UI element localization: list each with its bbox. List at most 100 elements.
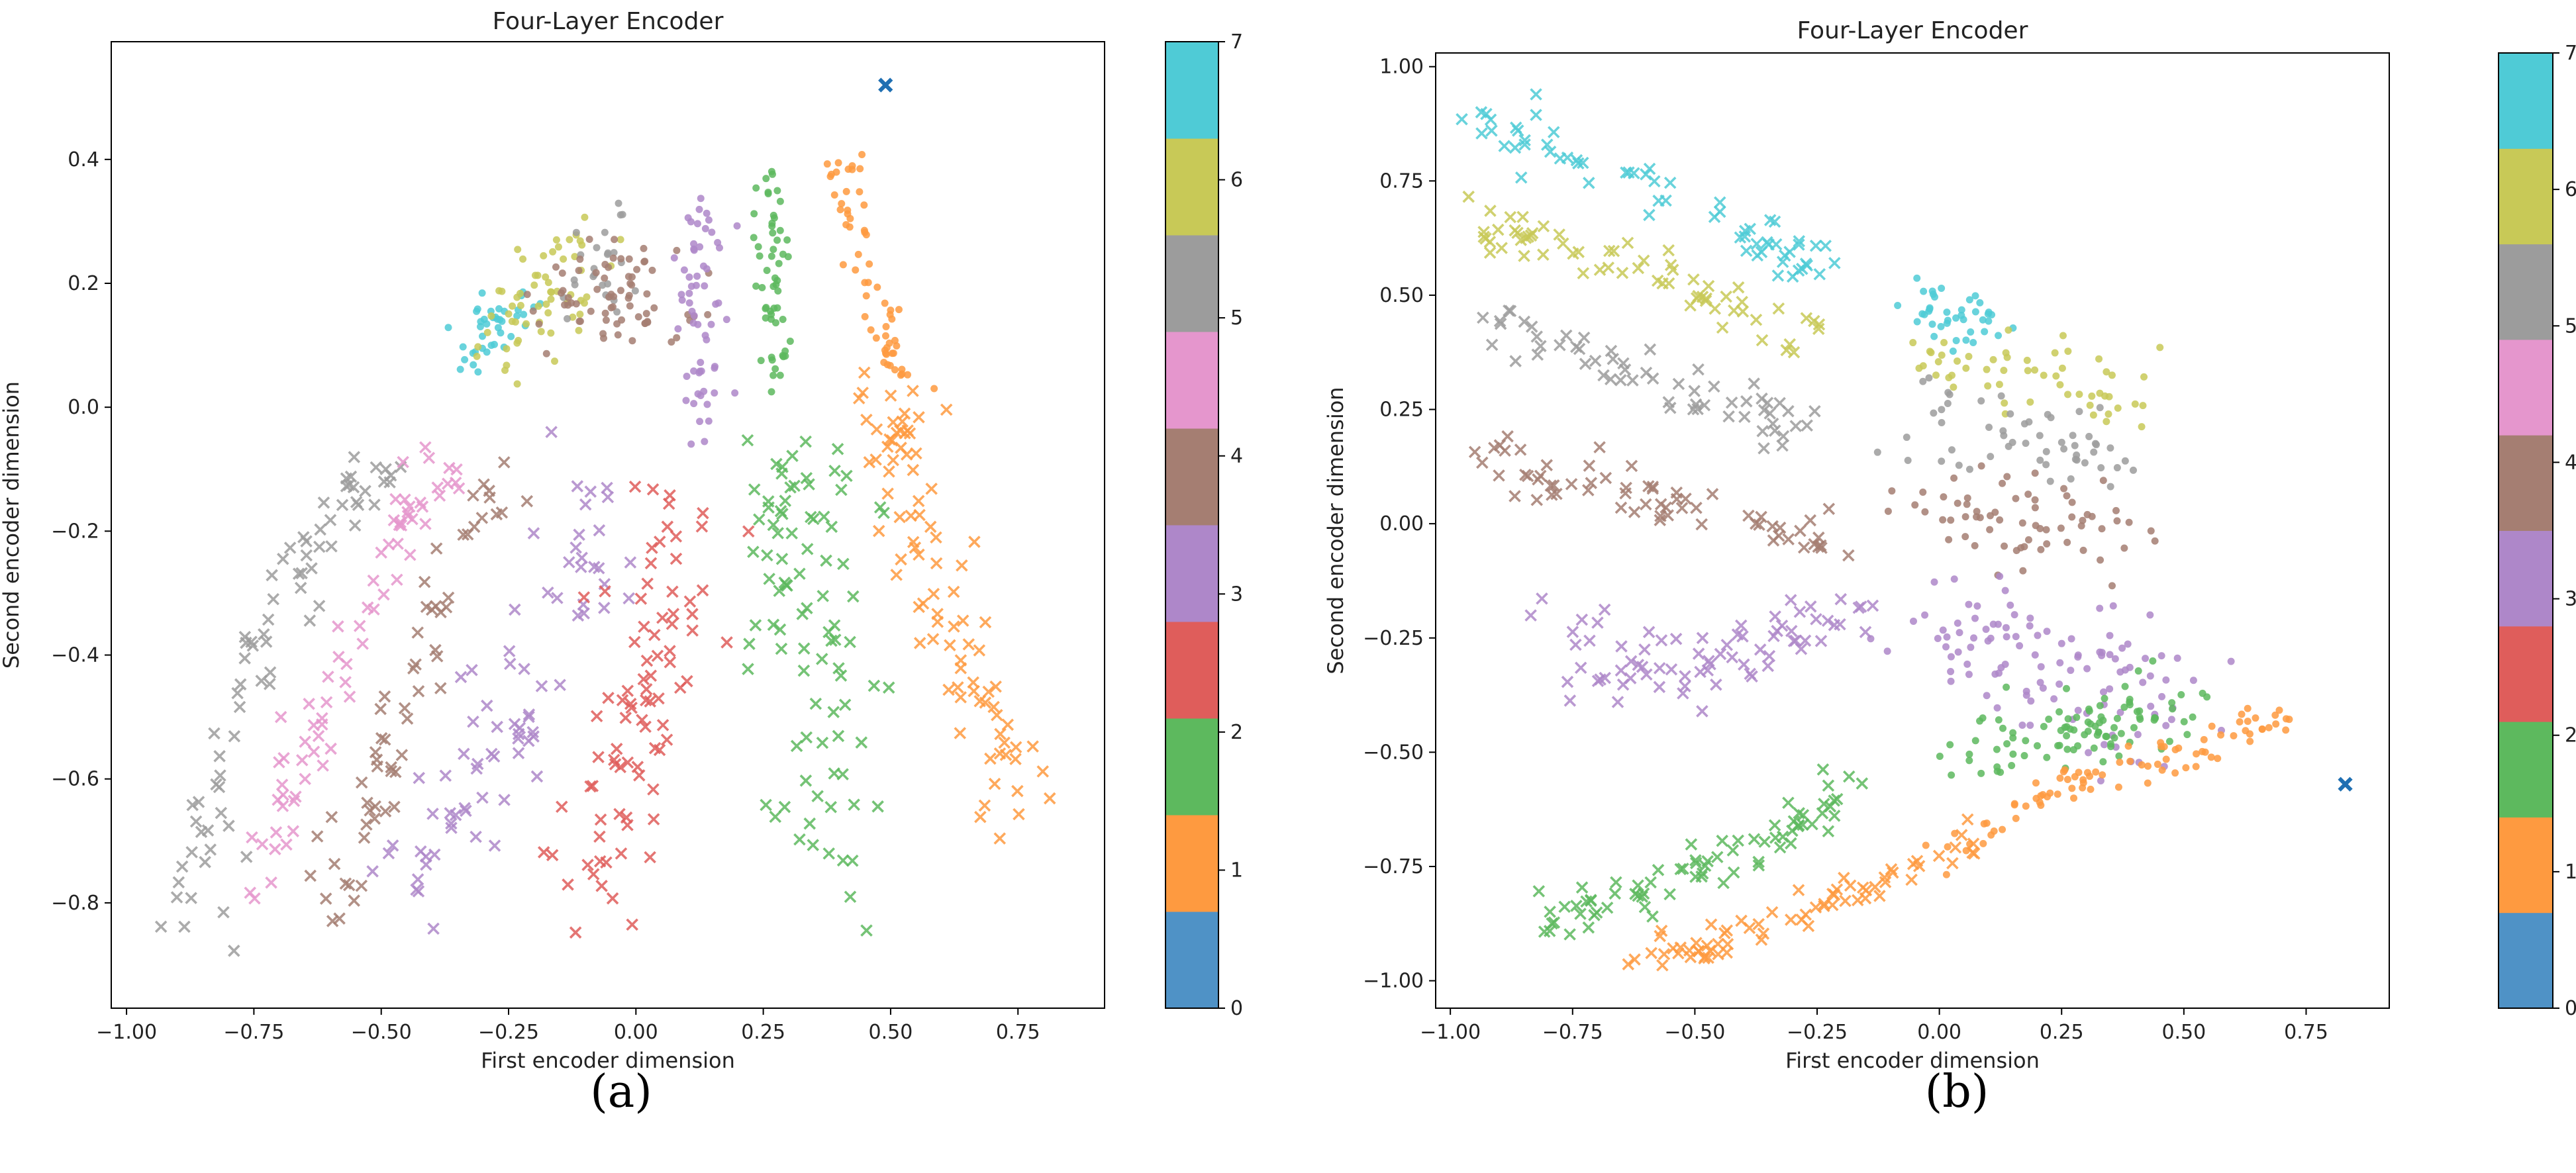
point-cross (890, 426, 903, 440)
point-dot (1993, 704, 2001, 712)
point-cross (913, 411, 925, 424)
point-dot (722, 316, 730, 324)
point-cross (584, 485, 597, 498)
point-cross (653, 743, 666, 757)
x-tick-label: −0.25 (1787, 1021, 1848, 1044)
point-cross (1547, 479, 1560, 492)
point-dot (1948, 446, 1956, 454)
point-cross (452, 482, 466, 495)
colorbar-segment (1165, 525, 1218, 622)
point-dot (1990, 827, 1998, 835)
point-dot (1962, 364, 1970, 372)
point-cross (395, 519, 408, 532)
point-cross (601, 481, 613, 494)
point-cross (579, 498, 592, 511)
point-dot (852, 266, 860, 274)
point-dot (1867, 635, 1875, 643)
point-cross (620, 811, 633, 824)
point-cross (234, 678, 247, 691)
x-axis-label: First encoder dimension (481, 1048, 735, 1073)
point-cross (189, 815, 203, 828)
point-cross (1758, 835, 1771, 848)
point-cross (1477, 311, 1489, 324)
point-cross (588, 561, 601, 573)
point-cross (673, 681, 687, 694)
point-dot (576, 310, 584, 318)
point-dot (2005, 326, 2012, 334)
point-dot (547, 329, 555, 337)
point-dot (2047, 414, 2055, 422)
colorbar-segment (2499, 244, 2553, 340)
point-dot (2060, 485, 2068, 493)
point-dot (1961, 513, 1969, 521)
point-dot (2086, 401, 2094, 409)
point-dot (2124, 640, 2132, 648)
point-cross (720, 636, 733, 649)
point-dot (2031, 469, 2039, 477)
point-cross (1554, 152, 1567, 165)
point-cross (662, 497, 675, 510)
point-cross (244, 886, 257, 899)
point-dot (771, 274, 779, 282)
point-cross (1785, 837, 1797, 850)
point-cross (419, 441, 432, 454)
point-dot (1993, 745, 2001, 753)
point-cross (470, 830, 482, 843)
point-cross (240, 851, 253, 863)
point-cross (979, 616, 992, 629)
point-cross (1540, 459, 1554, 471)
point-cross (926, 633, 940, 645)
point-cross (379, 805, 392, 818)
point-cross (1518, 250, 1530, 262)
point-cross (324, 742, 337, 755)
point-dot (842, 187, 850, 195)
point-dot (1950, 383, 1957, 391)
point-cross (1706, 488, 1719, 500)
point-dot (731, 389, 739, 397)
point-cross (185, 846, 198, 859)
point-cross (1716, 834, 1728, 847)
point-cross (1744, 667, 1757, 680)
point-cross (1583, 177, 1595, 189)
point-dot (762, 304, 770, 312)
point-cross (909, 541, 922, 554)
scatter-points (1456, 88, 2293, 972)
point-dot (2169, 705, 2177, 713)
point-cross (1628, 506, 1641, 518)
point-cross (1648, 175, 1661, 188)
point-cross (852, 392, 866, 404)
point-cross (1690, 857, 1703, 870)
point-dot (2090, 744, 2098, 752)
point-cross (1616, 267, 1629, 279)
point-dot (2057, 726, 2065, 734)
point-dot (2242, 727, 2250, 735)
point-dot (2079, 776, 2087, 784)
point-dot (1919, 377, 1927, 385)
point-cross (313, 540, 326, 553)
point-dot (530, 281, 538, 289)
point-dot (515, 336, 522, 344)
point-cross (1732, 834, 1744, 847)
point-cross (1001, 718, 1015, 731)
point-cross (622, 592, 635, 605)
point-cross (1782, 796, 1795, 810)
point-cross (978, 799, 991, 812)
point-cross (646, 541, 658, 554)
point-dot (544, 279, 552, 287)
point-cross (382, 538, 395, 551)
point-cross (984, 752, 997, 765)
point-cross (1866, 599, 1879, 612)
point-cross (838, 698, 852, 712)
point-dot (2192, 763, 2200, 771)
y-tick-label: 0.25 (1379, 399, 1424, 422)
point-dot (1955, 461, 1963, 469)
point-dot (1971, 541, 1979, 549)
point-cross (1828, 810, 1841, 822)
point-cross (1632, 261, 1645, 275)
point-cross (790, 739, 803, 753)
point-dot (641, 258, 649, 265)
point-cross (1767, 630, 1780, 643)
point-dot (1967, 643, 1975, 651)
cluster-x-class-1 (1622, 813, 1981, 972)
point-cross (240, 636, 252, 649)
